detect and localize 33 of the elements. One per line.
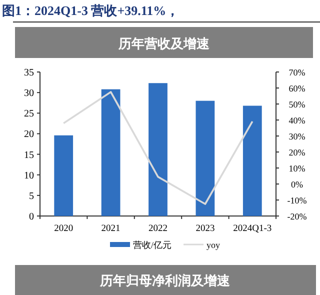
bar xyxy=(196,100,215,216)
y-tick-label: 20 xyxy=(24,129,34,140)
bar xyxy=(148,83,168,216)
chart-subtitle: 历年营收及增速 xyxy=(118,36,210,52)
bar xyxy=(54,135,74,216)
y2-tick-label: -10% xyxy=(287,196,308,206)
y-tick-label: 10 xyxy=(24,170,34,182)
x-tick-label: 2021 xyxy=(101,224,121,234)
text: 历年归母净利润及增速 xyxy=(99,273,231,289)
y-tick-label: 30 xyxy=(24,88,34,100)
y2-tick-label: 10% xyxy=(288,164,306,174)
y2-tick-label: 70% xyxy=(288,68,306,78)
x-tick-label: 2020 xyxy=(54,224,74,234)
x-tick-label: 2023 xyxy=(196,224,215,234)
x-tick-label: 2024Q1-3 xyxy=(233,224,272,234)
legend-label: yoy xyxy=(206,240,221,250)
y-tick-label: 35 xyxy=(24,68,34,78)
y2-tick-label: 40% xyxy=(288,116,306,126)
y-tick-label: 0 xyxy=(29,212,34,222)
bar xyxy=(242,106,262,216)
y2-tick-label: 30% xyxy=(288,132,306,142)
y2-tick-label: 0% xyxy=(291,180,304,190)
y-tick-label: 5 xyxy=(29,190,34,202)
bar xyxy=(101,89,120,216)
chart-title: 图1：2024Q1-3 营收+39.11%， xyxy=(2,3,180,18)
y2-tick-label: -20% xyxy=(287,212,308,222)
y2-tick-label: 20% xyxy=(288,148,306,158)
legend-label: 营收/亿元 xyxy=(133,240,172,250)
y-tick-label: 15 xyxy=(24,150,34,161)
y-tick-label: 25 xyxy=(24,108,34,120)
y2-tick-label: 60% xyxy=(288,84,306,94)
y2-tick-label: 50% xyxy=(288,100,306,110)
x-tick-label: 2022 xyxy=(148,224,168,234)
